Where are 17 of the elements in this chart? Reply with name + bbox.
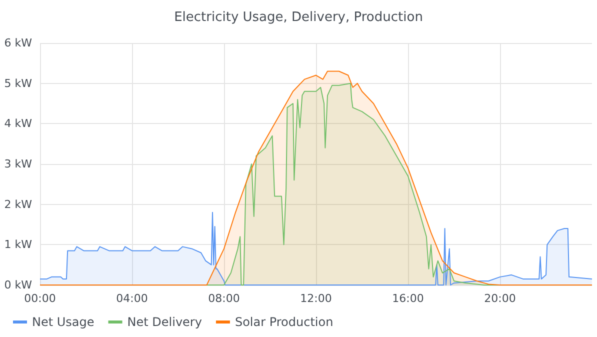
x-tick-label: 00:00	[24, 292, 56, 305]
legend-label: Solar Production	[234, 315, 334, 329]
x-tick-label: 04:00	[116, 292, 148, 305]
x-tick-label: 20:00	[484, 292, 516, 305]
y-tick-label: 0 kW	[4, 278, 32, 292]
y-tick-label: 4 kW	[4, 117, 32, 130]
x-tick-label: 12:00	[300, 292, 332, 305]
legend-label: Net Delivery	[127, 315, 202, 329]
x-tick-label: 16:00	[392, 292, 424, 305]
y-tick-label: 2 kW	[4, 198, 32, 211]
chart-title: Electricity Usage, Delivery, Production	[174, 10, 423, 25]
y-tick-label: 1 kW	[4, 238, 32, 252]
legend-label: Net Usage	[32, 315, 94, 329]
y-tick-label: 6 kW	[4, 36, 32, 50]
x-tick-label: 08:00	[208, 292, 240, 305]
y-tick-label: 3 kW	[4, 158, 32, 170]
y-tick-label: 5 kW	[4, 76, 32, 90]
